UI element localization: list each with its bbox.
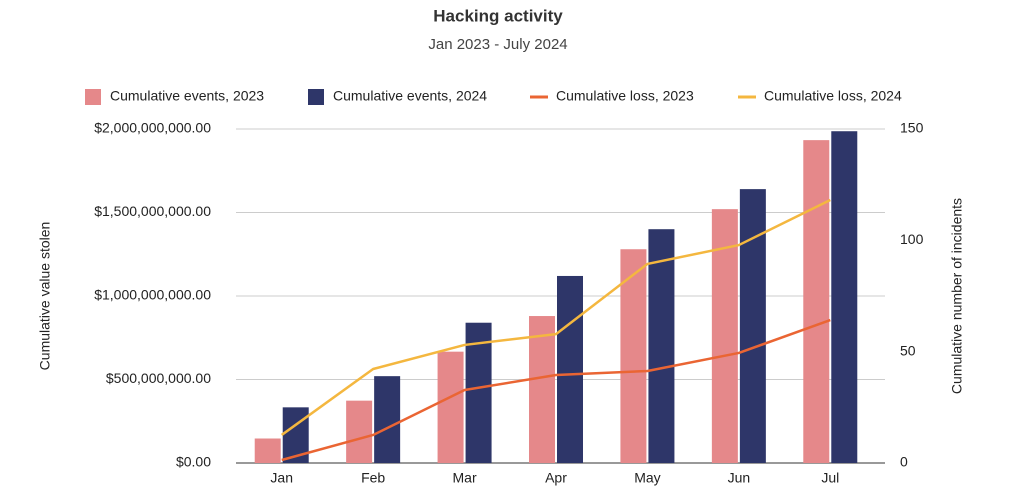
- bar: [374, 376, 401, 463]
- bar: [803, 140, 830, 463]
- line: [281, 318, 831, 462]
- x-tick-label: Jul: [821, 470, 839, 486]
- bar: [620, 249, 647, 463]
- line: [280, 198, 831, 436]
- bar: [529, 316, 555, 463]
- y-axis-title: Cumulative value stolen: [37, 222, 53, 371]
- bar: [465, 322, 492, 463]
- chart-subtitle: Jan 2023 - July 2024: [428, 36, 567, 53]
- y-tick-label: $1,500,000,000.00: [94, 203, 211, 219]
- bar: [648, 229, 675, 463]
- bar: [557, 275, 583, 463]
- bar: [711, 209, 738, 463]
- y2-tick-label: 50: [900, 342, 916, 358]
- y2-axis-title: Cumulative number of incidents: [949, 198, 965, 394]
- x-tick-label: Jun: [728, 470, 751, 486]
- x-tick-label: May: [634, 470, 660, 486]
- legend-label: Cumulative loss, 2024: [764, 88, 902, 104]
- legend-swatch: [308, 89, 324, 105]
- y-tick-label: $500,000,000.00: [106, 370, 211, 386]
- x-tick-label: Jan: [270, 470, 293, 486]
- y-tick-label: $2,000,000,000.00: [94, 120, 211, 136]
- legend-swatch: [85, 89, 101, 105]
- x-tick-label: Feb: [361, 470, 385, 486]
- x-tick-label: Apr: [545, 470, 567, 486]
- bar: [831, 131, 858, 463]
- legend-label: Cumulative loss, 2023: [556, 88, 694, 104]
- x-tick-label: Mar: [453, 470, 477, 486]
- bar: [437, 351, 464, 463]
- legend-label: Cumulative events, 2023: [110, 88, 264, 104]
- bar: [739, 189, 766, 463]
- chart-title: Hacking activity: [433, 6, 563, 25]
- legend-label: Cumulative events, 2024: [333, 88, 487, 104]
- y-tick-label: $1,000,000,000.00: [94, 287, 211, 303]
- bar: [346, 400, 373, 463]
- y2-tick-label: 150: [900, 120, 924, 136]
- y-tick-label: $0.00: [176, 454, 211, 470]
- y2-tick-label: 100: [900, 231, 924, 247]
- bar: [254, 438, 281, 463]
- y2-tick-label: 0: [900, 454, 908, 470]
